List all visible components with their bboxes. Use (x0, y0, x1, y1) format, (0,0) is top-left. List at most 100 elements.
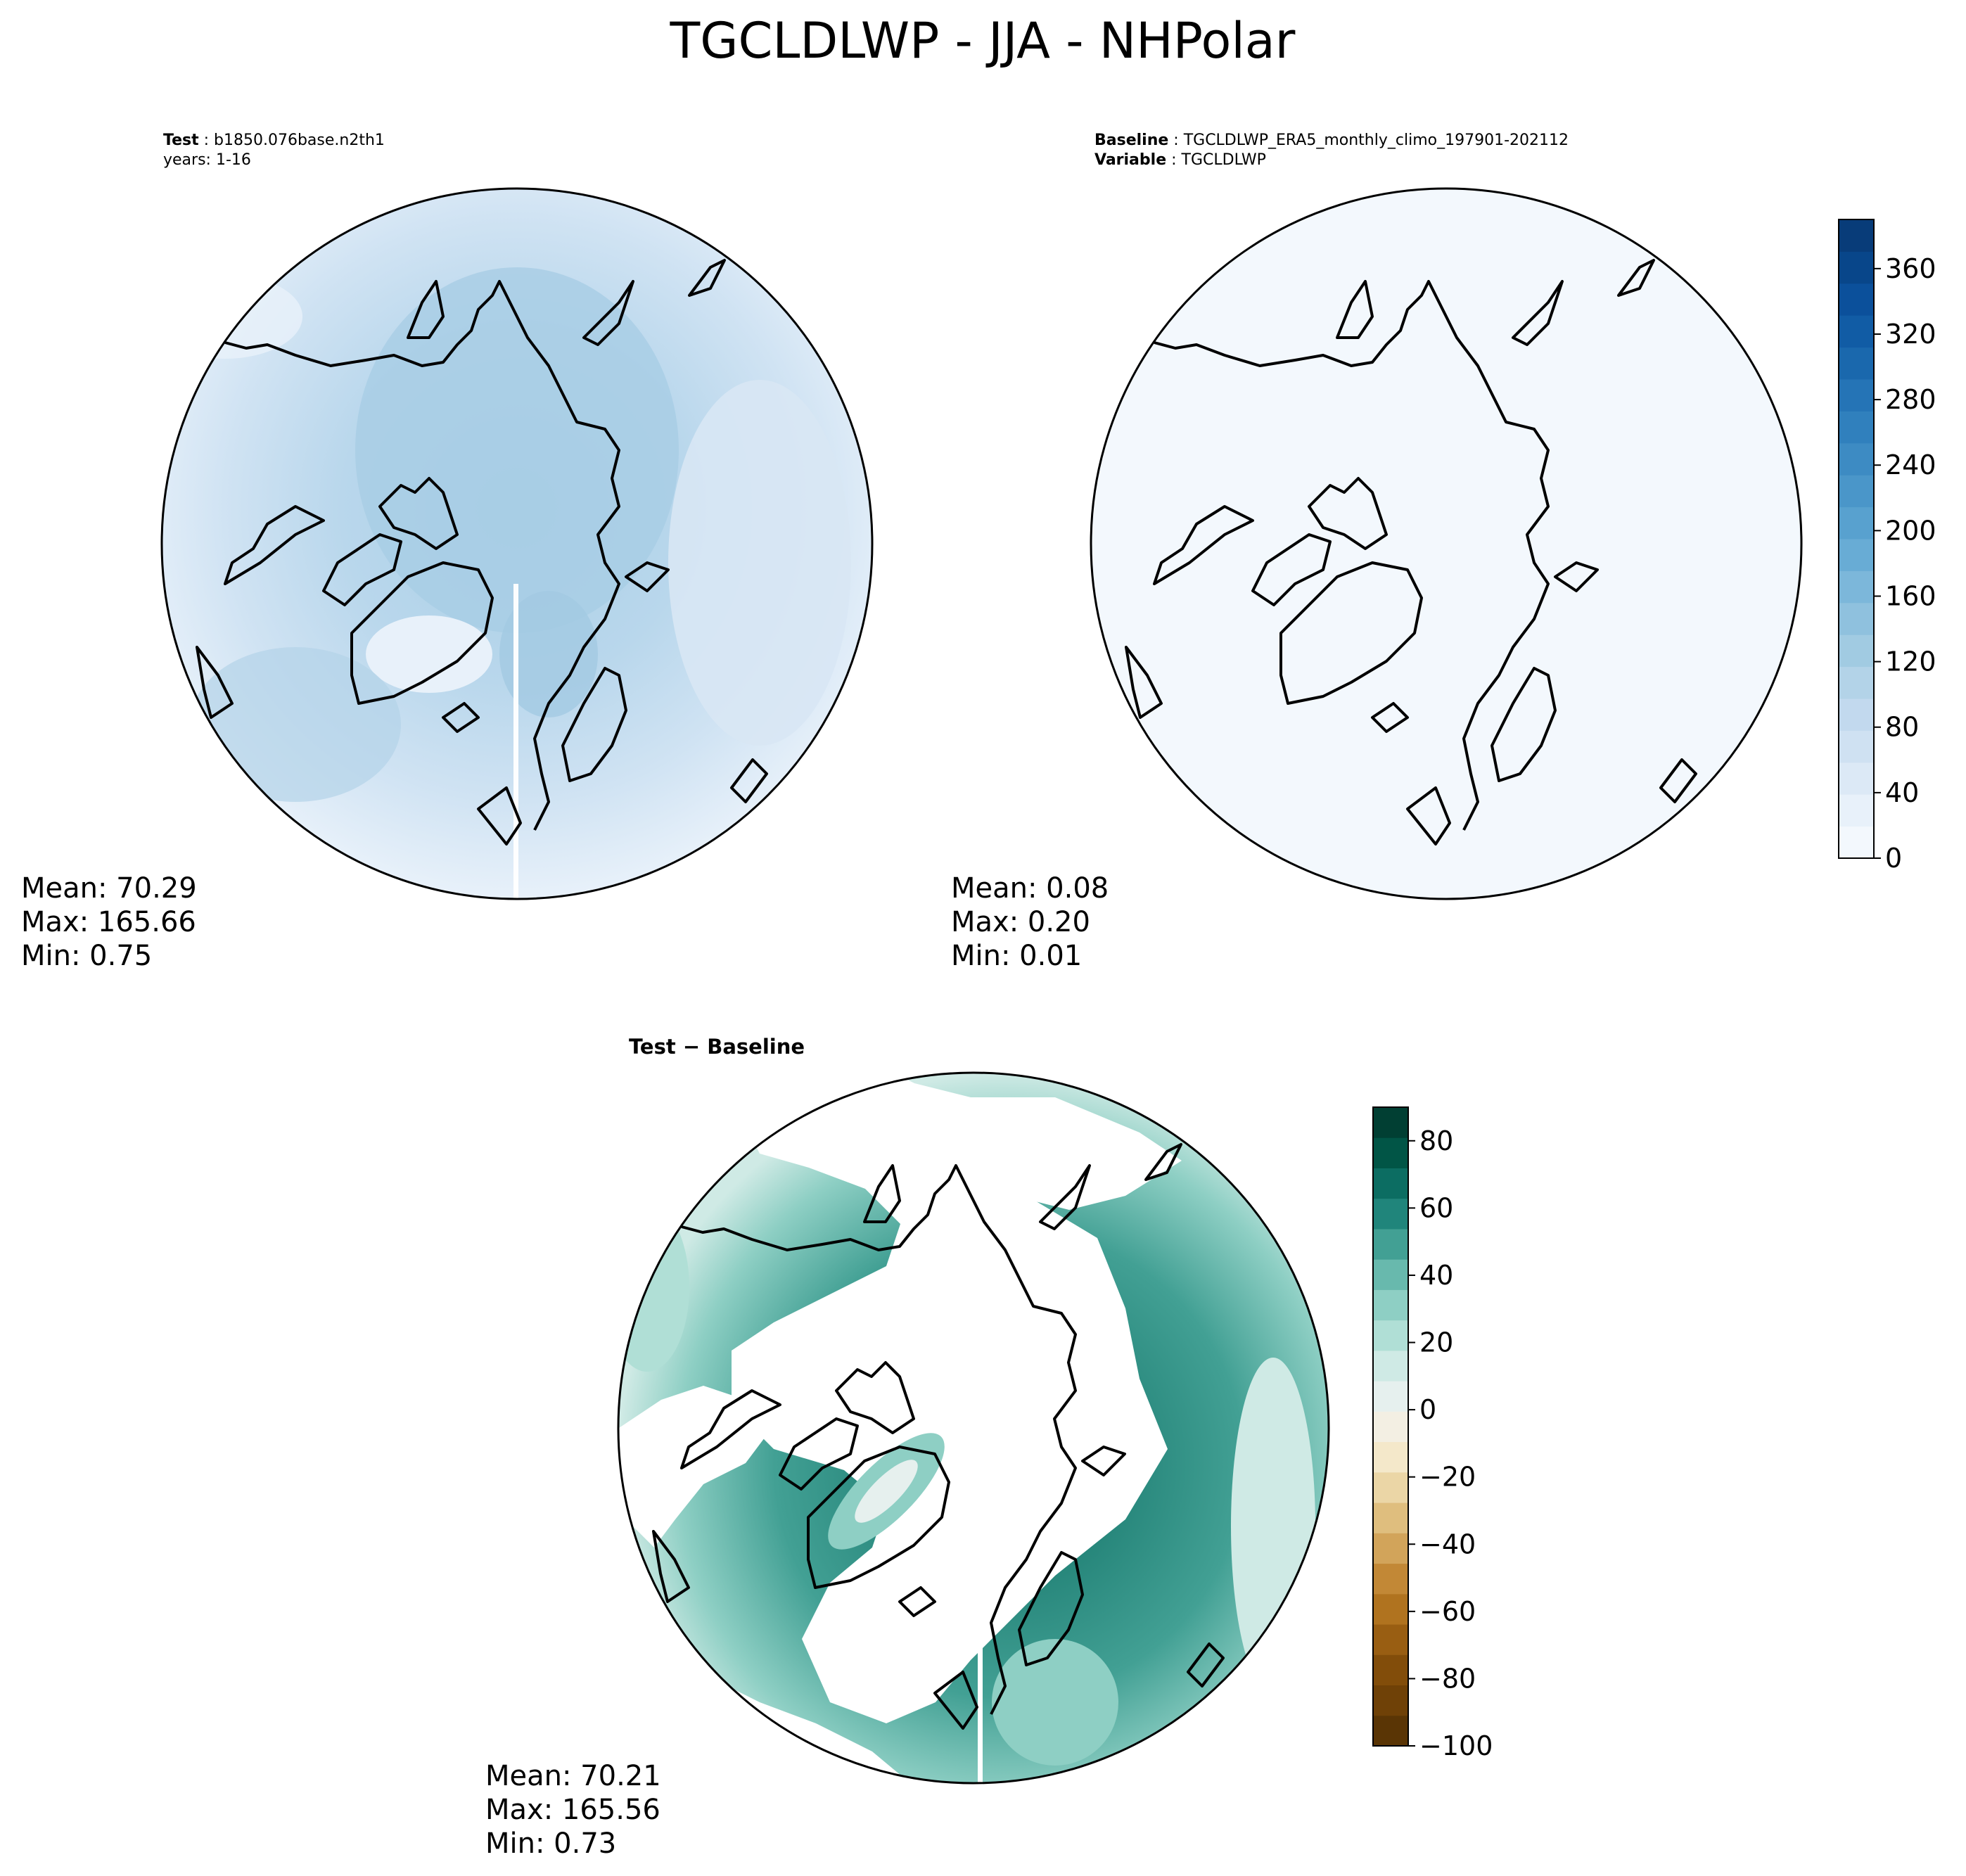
brbg-colorbar-block (1373, 1685, 1408, 1716)
baseline-map (1090, 187, 1803, 900)
test-years: years: 1-16 (163, 151, 251, 169)
baseline-case-name: TGCLDLWP_ERA5_monthly_climo_197901-20211… (1183, 132, 1569, 149)
baseline-variable-value: TGCLDLWP (1181, 151, 1266, 169)
blues-colorbar-block (1839, 730, 1874, 763)
baseline-label-bold: Baseline (1094, 132, 1168, 149)
blues-colorbar-block (1839, 283, 1874, 316)
test-panel: Test : b1850.076base.n2th1 years: 1-16 (21, 132, 874, 972)
blues-colorbar-block (1839, 219, 1874, 252)
blues-colorbar-block (1839, 762, 1874, 795)
brbg-colorbar-fill (1373, 1107, 1408, 1747)
diff-coastlines (652, 1143, 1225, 1730)
test-label-bold: Test (163, 132, 199, 149)
baseline-panel: Baseline : TGCLDLWP_ERA5_monthly_climo_1… (951, 132, 1803, 972)
blues-colorbar-block (1839, 315, 1874, 348)
brbg-colorbar-tick-label: −60 (1419, 1596, 1476, 1627)
brbg-colorbar-block (1373, 1472, 1408, 1503)
brbg-colorbar-block (1373, 1137, 1408, 1168)
brbg-colorbar-block (1373, 1411, 1408, 1443)
diff-panel: Test − Baseline (485, 1035, 1330, 1860)
brbg-colorbar-block (1373, 1198, 1408, 1230)
brbg-colorbar-block (1373, 1289, 1408, 1321)
diff-mean: Mean: 70.21 (485, 1760, 661, 1792)
test-map (160, 187, 874, 900)
brbg-colorbar-tick-label: 0 (1419, 1394, 1436, 1425)
blues-colorbar-block (1839, 602, 1874, 635)
brbg-colorbar-block (1373, 1107, 1408, 1138)
blues-colorbar-tick-label: 240 (1885, 449, 1936, 480)
blues-colorbar-tick-label: 200 (1885, 515, 1936, 546)
brbg-colorbar-block (1373, 1259, 1408, 1290)
brbg-colorbar-block (1373, 1228, 1408, 1260)
blues-colorbar-block (1839, 826, 1874, 859)
blues-colorbar-tick-label: 40 (1885, 777, 1919, 808)
blues-colorbar-block (1839, 506, 1874, 540)
blues-colorbar: 0 40 80 120 160 200 240 280 320 360 (1838, 219, 1936, 874)
brbg-colorbar-tick-label: 40 (1419, 1260, 1453, 1291)
blues-colorbar-block (1839, 379, 1874, 411)
brbg-colorbar-tick-label: −20 (1419, 1462, 1476, 1493)
test-mean: Mean: 70.29 (21, 872, 197, 905)
blues-colorbar-ticks: 0 40 80 120 160 200 240 280 320 360 (1874, 253, 1936, 874)
brbg-colorbar-block (1373, 1624, 1408, 1655)
test-label: Test : b1850.076base.n2th1 (163, 132, 385, 149)
baseline-variable-bold: Variable (1094, 151, 1166, 169)
brbg-colorbar-tick-label: −40 (1419, 1529, 1476, 1559)
brbg-colorbar-block (1373, 1320, 1408, 1351)
brbg-colorbar-block (1373, 1168, 1408, 1199)
brbg-colorbar-block (1373, 1563, 1408, 1595)
test-max: Max: 165.66 (21, 906, 196, 938)
blues-colorbar-fill (1839, 219, 1874, 859)
brbg-colorbar-tick-label: 20 (1419, 1327, 1453, 1358)
baseline-min: Min: 0.01 (951, 940, 1082, 972)
figure-title: TGCLDLWP - JJA - NHPolar (670, 12, 1296, 70)
brbg-colorbar-ticks: 80 60 40 20 0 −20 −40 −60 −80 −100 (1408, 1125, 1493, 1761)
blues-colorbar-tick-label: 0 (1885, 843, 1902, 874)
brbg-colorbar-block (1373, 1502, 1408, 1533)
baseline-label: Baseline : TGCLDLWP_ERA5_monthly_climo_1… (1094, 132, 1569, 149)
diff-map (617, 1071, 1330, 1785)
blues-colorbar-tick-label: 80 (1885, 712, 1919, 743)
diff-max: Max: 165.56 (485, 1794, 660, 1826)
blues-colorbar-frame (1838, 219, 1875, 859)
blues-colorbar-block (1839, 347, 1874, 380)
blues-colorbar-tick-label: 160 (1885, 580, 1936, 611)
blues-colorbar-block (1839, 539, 1874, 571)
brbg-colorbar-block (1373, 1593, 1408, 1625)
baseline-coastlines (1125, 259, 1697, 846)
brbg-colorbar-block (1373, 1381, 1408, 1412)
blues-colorbar-tick-label: 360 (1885, 253, 1936, 284)
baseline-max: Max: 0.20 (951, 906, 1090, 938)
baseline-mean: Mean: 0.08 (951, 872, 1109, 905)
blues-colorbar-tick-label: 120 (1885, 646, 1936, 677)
brbg-colorbar-block (1373, 1350, 1408, 1382)
test-coastlines (196, 259, 768, 846)
baseline-variable: Variable : TGCLDLWP (1094, 151, 1266, 169)
diff-label: Test − Baseline (629, 1035, 805, 1059)
brbg-colorbar-block (1373, 1715, 1408, 1747)
blues-colorbar-tick-label: 320 (1885, 319, 1936, 350)
brbg-colorbar-block (1373, 1441, 1408, 1473)
blues-colorbar-block (1839, 634, 1874, 668)
blues-colorbar-block (1839, 251, 1874, 284)
blues-colorbar-block (1839, 794, 1874, 827)
blues-colorbar-tick-label: 280 (1885, 384, 1936, 415)
brbg-colorbar-tick-label: −80 (1419, 1663, 1476, 1694)
blues-colorbar-block (1839, 411, 1874, 444)
brbg-colorbar-block (1373, 1533, 1408, 1564)
blues-colorbar-block (1839, 666, 1874, 699)
brbg-colorbar-tick-label: 60 (1419, 1192, 1453, 1223)
brbg-colorbar-frame (1372, 1106, 1409, 1747)
brbg-colorbar-tick-label: −100 (1419, 1730, 1493, 1761)
blues-colorbar-block (1839, 698, 1874, 731)
test-min: Min: 0.75 (21, 940, 152, 972)
blues-colorbar-block (1839, 570, 1874, 604)
test-case-name: b1850.076base.n2th1 (214, 132, 385, 149)
blues-colorbar-block (1839, 442, 1874, 476)
blues-colorbar-block (1839, 475, 1874, 508)
diff-min: Min: 0.73 (485, 1827, 616, 1860)
brbg-colorbar: 80 60 40 20 0 −20 −40 −60 −80 −100 (1372, 1106, 1493, 1761)
brbg-colorbar-tick-label: 80 (1419, 1125, 1453, 1156)
brbg-colorbar-block (1373, 1654, 1408, 1686)
